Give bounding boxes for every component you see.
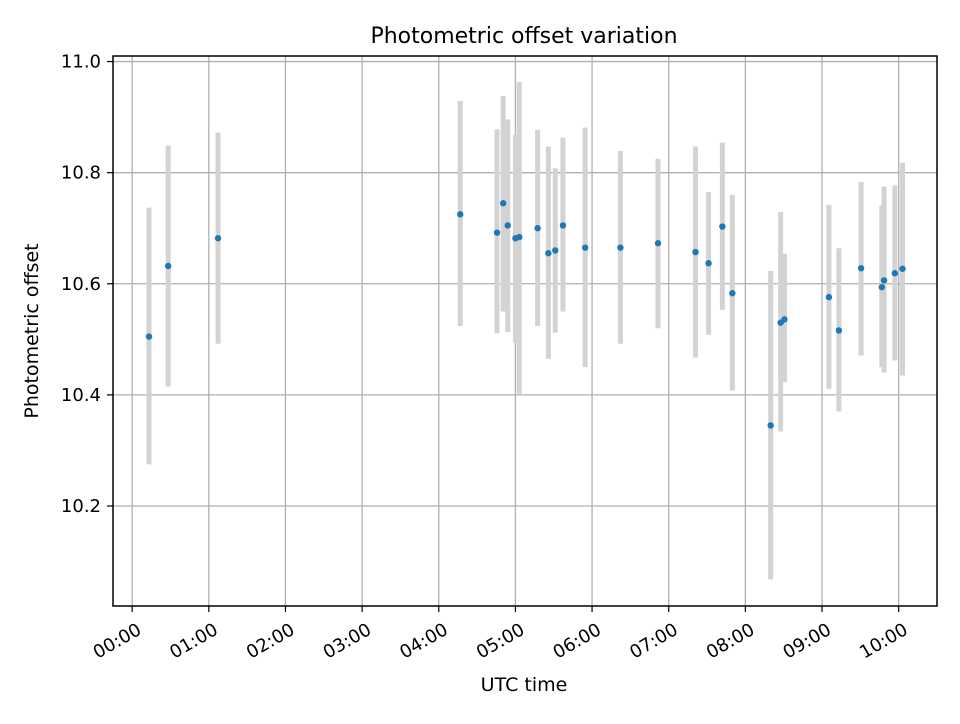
x-tick-label: 07:00 [626,619,681,663]
x-tick-label: 09:00 [779,619,834,663]
y-tick-label: 10.2 [61,496,101,517]
x-tick-label: 00:00 [90,619,145,663]
data-point [559,222,567,229]
point-layer [145,200,906,429]
x-tick-label: 10:00 [856,619,911,663]
data-point [493,229,501,236]
data-point [692,248,699,256]
x-tick-label: 03:00 [320,619,375,663]
data-point [835,327,843,334]
x-tick-label: 01:00 [166,619,221,663]
data-point [857,265,865,272]
data-point [654,240,662,247]
grid-layer [113,56,937,606]
x-tick-label: 08:00 [703,619,758,663]
y-tick-label: 10.8 [61,163,101,184]
y-tick-layer: 10.2 10.4 10.6 10.8 11.0 [61,52,113,517]
x-tick-layer: 00:00 01:00 02:00 03:00 04:00 05:00 06:00 07:00… [90,606,912,663]
errorbar-layer [146,82,906,580]
data-point [767,422,774,429]
data-point [729,290,736,297]
data-point [552,247,559,254]
data-point [499,200,507,207]
data-point [705,260,712,267]
y-tick-label: 10.4 [61,385,101,406]
data-point [504,222,511,229]
y-tick-label: 11.0 [61,52,101,73]
data-point [534,225,541,232]
data-point [825,293,833,301]
y-axis-label: Photometric offset [21,243,43,418]
data-point [781,316,788,323]
x-axis-label: UTC time [481,674,568,696]
data-point [878,283,886,291]
data-point [516,233,523,241]
x-tick-label: 04:00 [396,619,451,663]
x-tick-label: 06:00 [550,619,605,663]
data-point [719,223,726,230]
data-point [145,333,153,340]
x-tick-label: 02:00 [243,619,298,663]
chart-title: Photometric offset variation [370,24,677,49]
data-point [891,270,899,277]
data-point [214,235,222,242]
y-tick-label: 10.6 [61,274,101,295]
data-point [617,244,624,251]
x-tick-label: 05:00 [473,619,528,663]
plot-frame [112,55,938,607]
data-point [880,277,888,284]
data-point [457,211,464,218]
data-point [581,244,589,251]
data-point [545,250,552,257]
data-point [899,265,906,272]
data-point [164,262,172,270]
